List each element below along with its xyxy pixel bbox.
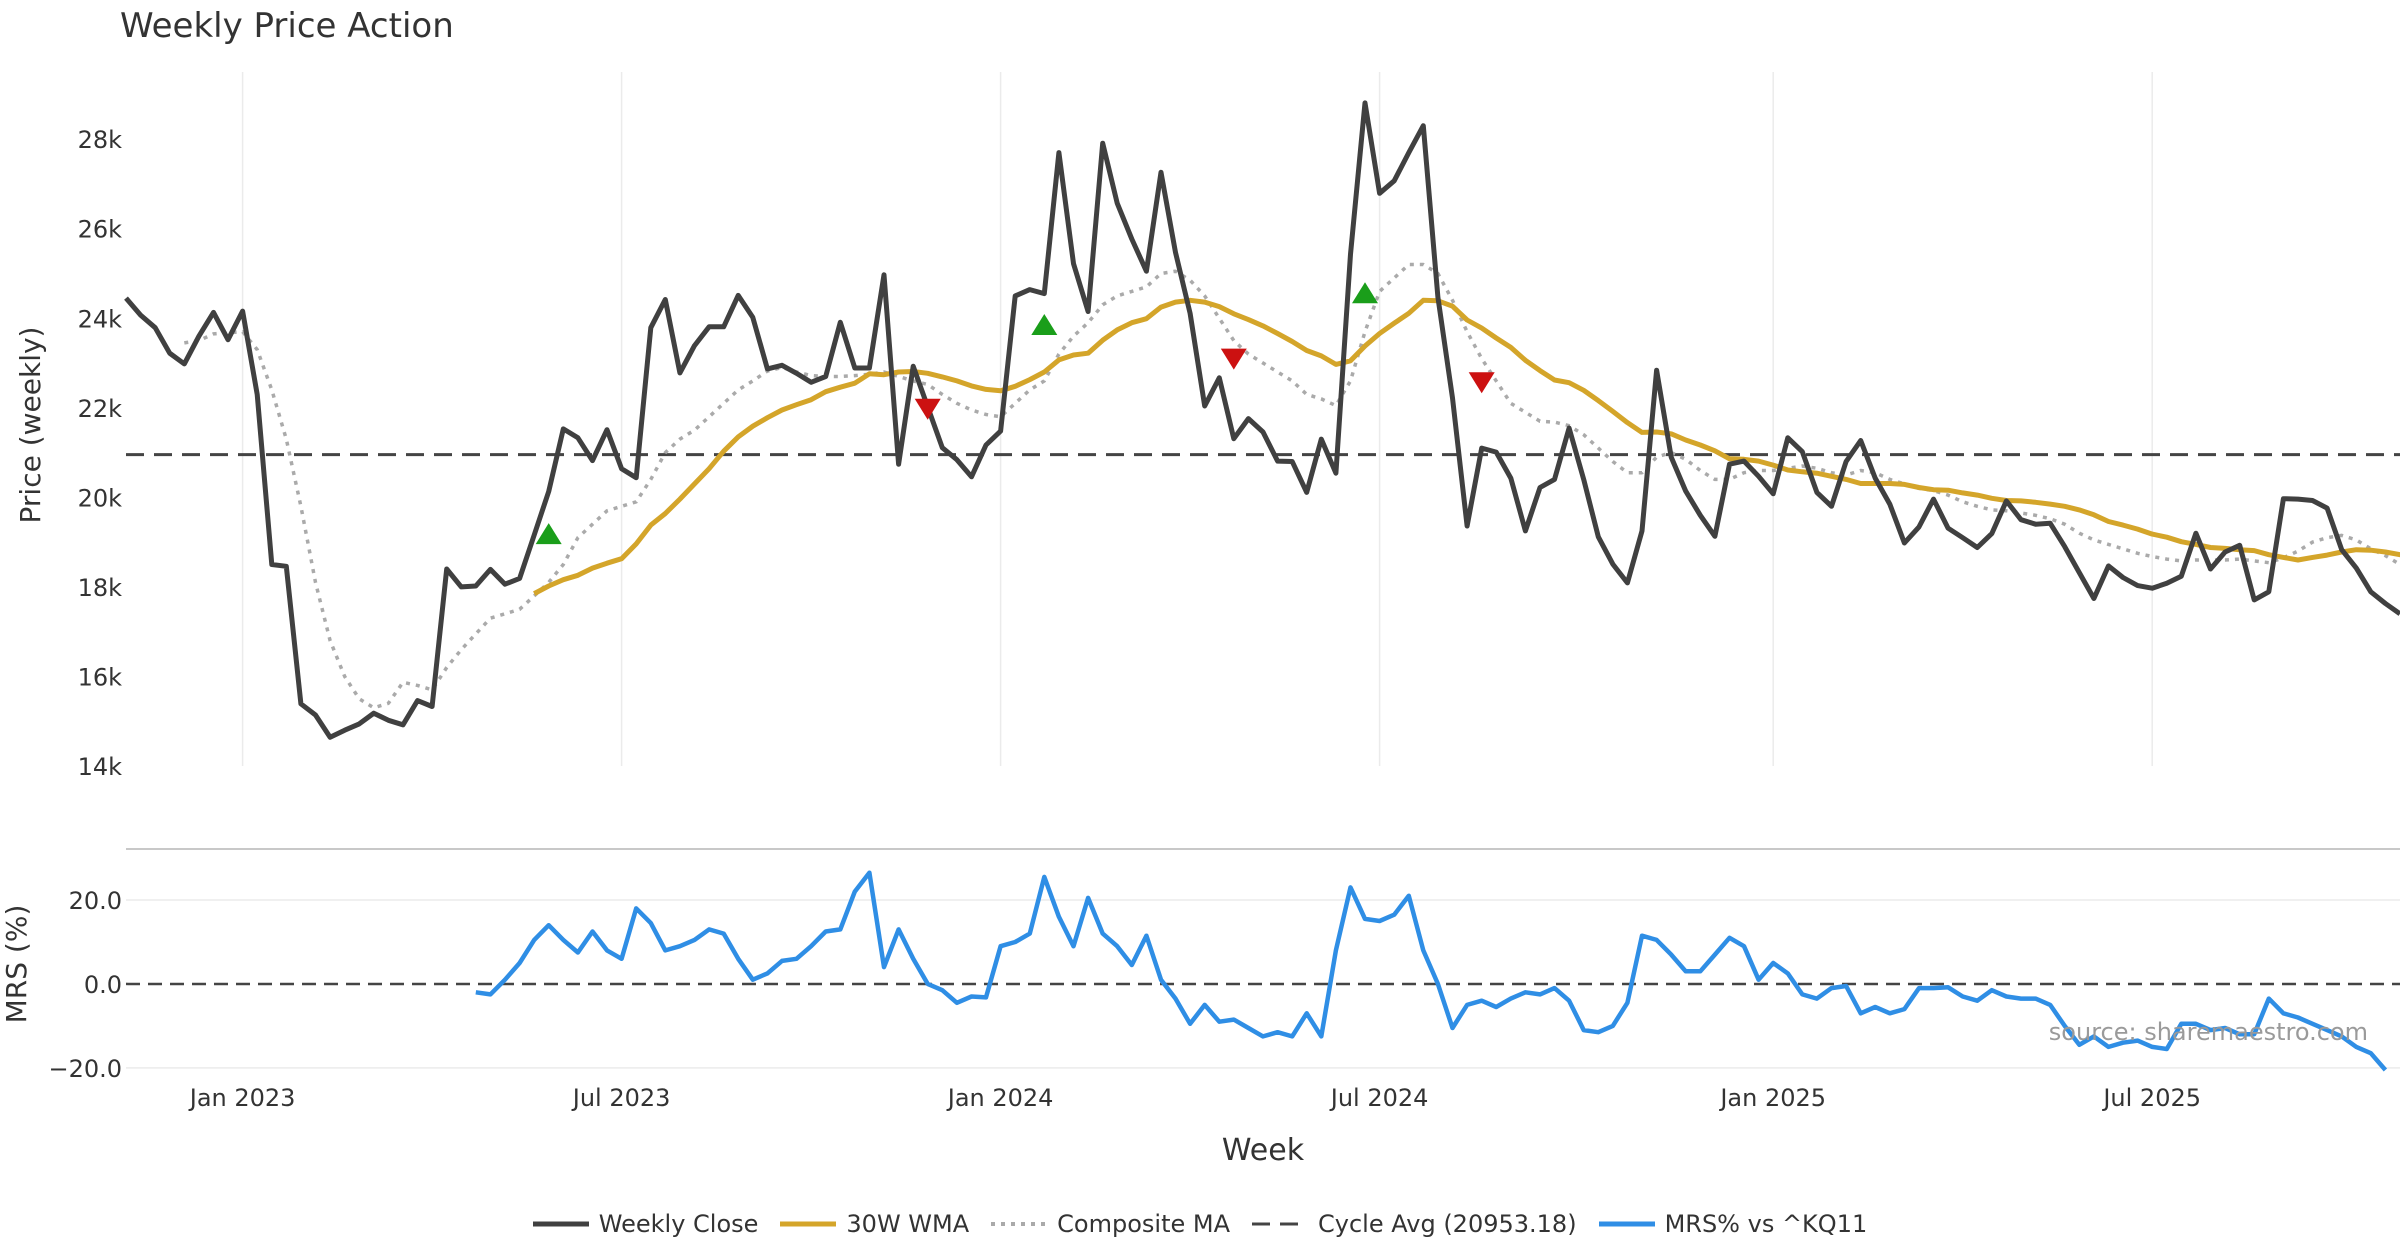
legend-swatch-weekly-close: [532, 1221, 589, 1227]
legend-swatch-cycle-avg: [1252, 1222, 1309, 1226]
sell-signal-marker: [1468, 372, 1495, 394]
mrs-y-tick-label: 0.0: [84, 971, 122, 999]
price-y-tick-label: 16k: [78, 663, 123, 691]
x-tick-label: Jan 2024: [946, 1084, 1054, 1112]
legend-label-weekly-close: Weekly Close: [598, 1210, 759, 1238]
legend-item-30w-wma: 30W WMA: [780, 1210, 969, 1238]
price-y-axis-label: Price (weekly): [14, 327, 47, 524]
x-tick-label: Jul 2024: [1329, 1084, 1429, 1112]
buy-signal-marker: [1352, 282, 1378, 304]
legend-label-30w-wma: 30W WMA: [846, 1210, 970, 1238]
legend-label-mrs: MRS% vs ^KQ11: [1664, 1210, 1868, 1238]
price-y-tick-label: 20k: [78, 484, 123, 512]
legend: Weekly Close 30W WMA Composite MA Cycle …: [0, 1210, 2400, 1238]
legend-item-cycle-avg: Cycle Avg (20953.18): [1252, 1210, 1577, 1238]
price-y-axis: 14k 16k 18k 20k 22k 24k 26k 28k: [78, 126, 123, 781]
sell-signal-marker: [1220, 348, 1247, 370]
source-watermark: source: sharemaestro.com: [2048, 1018, 2368, 1046]
legend-item-composite-ma: Composite MA: [991, 1210, 1230, 1238]
price-y-tick-label: 28k: [78, 126, 123, 154]
sell-signal-marker: [914, 398, 941, 420]
x-tick-label: Jan 2025: [1718, 1084, 1826, 1112]
legend-swatch-30w-wma: [780, 1221, 837, 1227]
x-tick-label: Jul 2025: [2101, 1084, 2201, 1112]
wma-30w-line: [533, 297, 2400, 596]
grid-lines: [126, 72, 2400, 1069]
buy-signal-marker: [1031, 314, 1058, 335]
mrs-y-axis: −20.0 0.0 20.0: [48, 887, 122, 1083]
legend-label-composite-ma: Composite MA: [1057, 1210, 1231, 1238]
mrs-y-axis-label: MRS (%): [0, 905, 33, 1024]
mrs-y-tick-label: −20.0: [48, 1055, 122, 1083]
buy-signal-marker: [535, 523, 562, 545]
x-axis: Jan 2023 Jul 2023 Jan 2024 Jul 2024 Jan 2025…: [188, 1084, 2201, 1112]
legend-swatch-composite-ma: [991, 1222, 1048, 1226]
price-y-tick-label: 24k: [78, 305, 123, 333]
price-y-tick-label: 26k: [78, 216, 123, 244]
mrs-line: [475, 870, 2388, 1072]
x-axis-label: Week: [1222, 1133, 1305, 1168]
legend-item-weekly-close: Weekly Close: [532, 1210, 759, 1238]
legend-label-cycle-avg: Cycle Avg (20953.18): [1318, 1210, 1577, 1238]
price-y-tick-label: 14k: [78, 753, 123, 781]
composite-ma-line: [184, 262, 2400, 710]
x-tick-label: Jul 2023: [571, 1084, 671, 1112]
legend-item-mrs: MRS% vs ^KQ11: [1598, 1210, 1868, 1238]
x-tick-label: Jan 2023: [188, 1084, 296, 1112]
mrs-series-group: [126, 870, 2400, 1072]
chart-title: Weekly Price Action: [120, 6, 454, 46]
legend-swatch-mrs: [1598, 1221, 1655, 1227]
price-series-group: [124, 100, 2400, 740]
price-y-tick-label: 18k: [78, 574, 123, 602]
weekly-close-line: [124, 100, 2400, 740]
mrs-y-tick-label: 20.0: [69, 887, 122, 915]
signal-markers: [535, 282, 1495, 545]
price-y-tick-label: 22k: [78, 395, 123, 423]
